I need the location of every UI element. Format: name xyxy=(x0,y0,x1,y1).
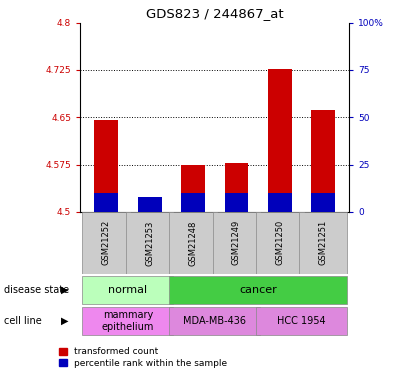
Text: GSM21250: GSM21250 xyxy=(275,220,284,266)
Legend: transformed count, percentile rank within the sample: transformed count, percentile rank withi… xyxy=(58,346,228,369)
Text: ▶: ▶ xyxy=(61,285,69,295)
Bar xyxy=(169,212,217,274)
Text: GSM21249: GSM21249 xyxy=(232,220,241,266)
Bar xyxy=(94,193,118,212)
Text: ▶: ▶ xyxy=(61,316,69,326)
Bar xyxy=(82,212,130,274)
Text: mammary
epithelium: mammary epithelium xyxy=(102,310,154,332)
Text: GSM21248: GSM21248 xyxy=(189,220,198,266)
Bar xyxy=(224,163,248,212)
Text: MDA-MB-436: MDA-MB-436 xyxy=(183,316,246,326)
Bar xyxy=(312,193,335,212)
Bar xyxy=(82,307,173,335)
Text: cell line: cell line xyxy=(4,316,42,326)
Bar xyxy=(138,197,162,212)
Bar xyxy=(169,307,260,335)
Text: HCC 1954: HCC 1954 xyxy=(277,316,326,326)
Bar xyxy=(169,276,347,304)
Text: GSM21252: GSM21252 xyxy=(102,220,111,266)
Bar xyxy=(82,276,173,304)
Title: GDS823 / 244867_at: GDS823 / 244867_at xyxy=(146,7,284,20)
Text: cancer: cancer xyxy=(239,285,277,295)
Bar xyxy=(126,212,173,274)
Bar xyxy=(181,165,205,212)
Bar xyxy=(268,193,292,212)
Text: normal: normal xyxy=(109,285,148,295)
Text: disease state: disease state xyxy=(4,285,69,295)
Bar xyxy=(256,307,347,335)
Bar xyxy=(268,69,292,212)
Text: GSM21253: GSM21253 xyxy=(145,220,154,266)
Bar xyxy=(94,120,118,212)
Bar xyxy=(181,193,205,212)
Text: GSM21251: GSM21251 xyxy=(319,220,328,266)
Bar xyxy=(312,110,335,212)
Bar xyxy=(138,210,162,212)
Bar xyxy=(224,193,248,212)
Bar xyxy=(212,212,260,274)
Bar xyxy=(256,212,304,274)
Bar xyxy=(300,212,347,274)
